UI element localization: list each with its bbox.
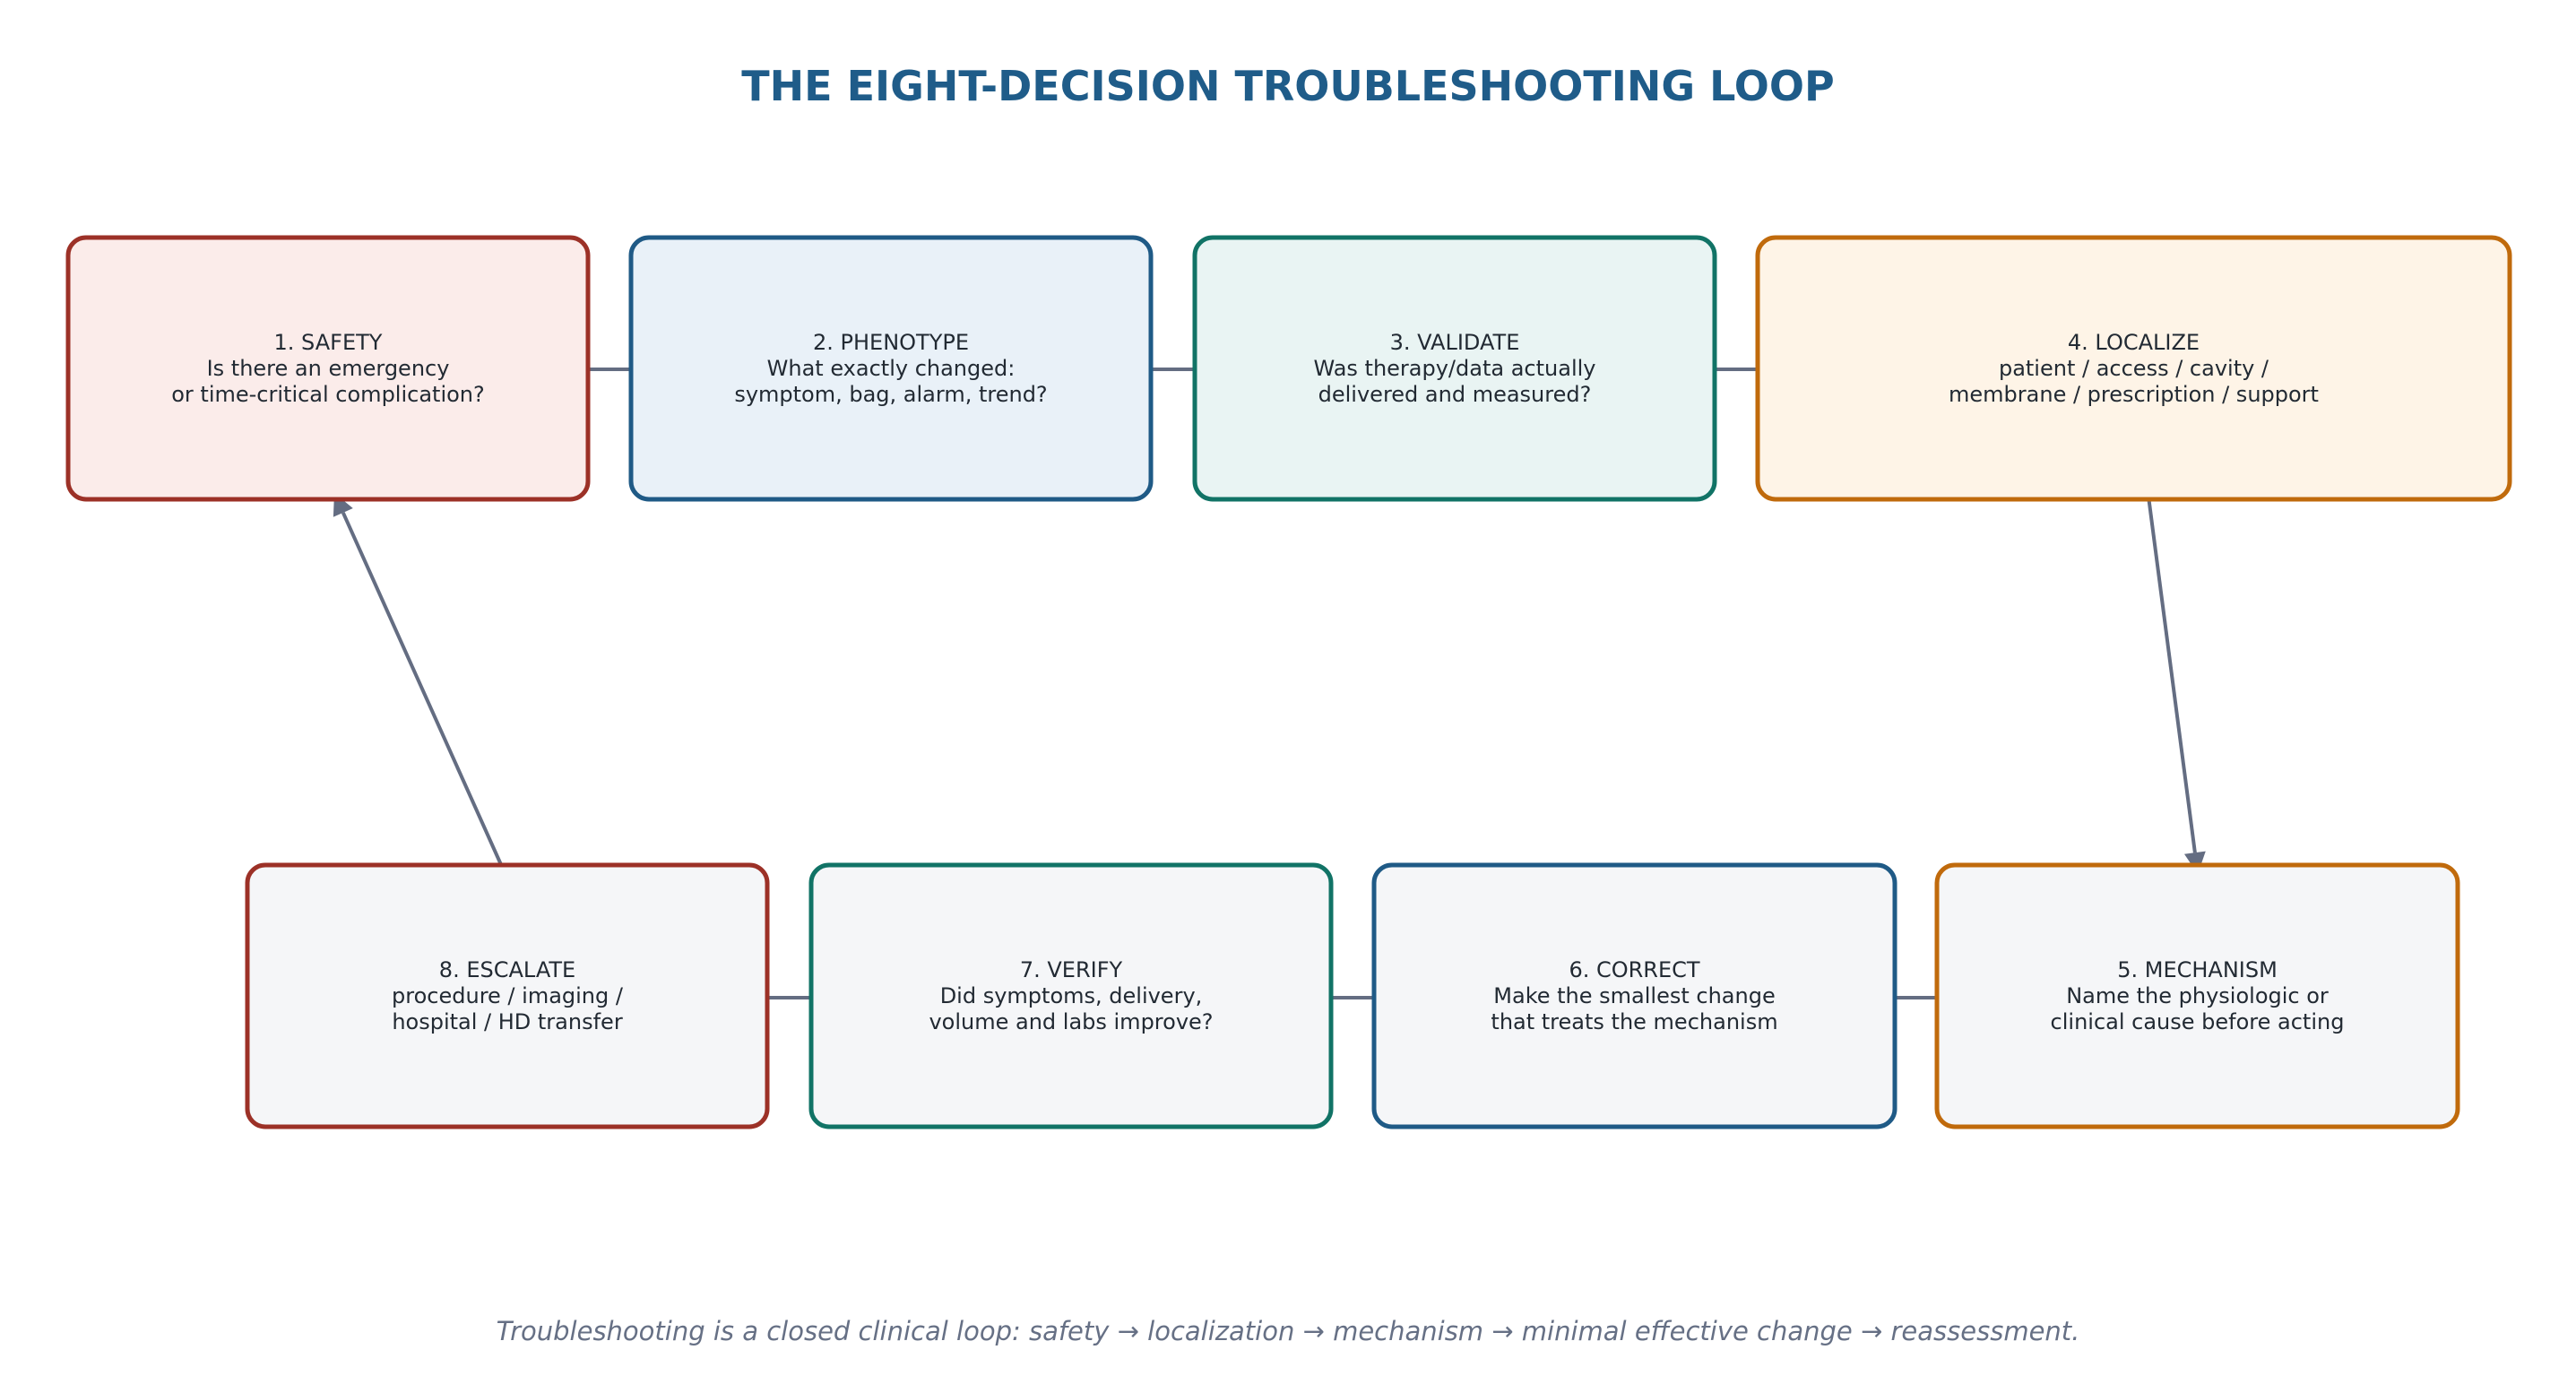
- step-box-mechanism: [1934, 862, 2460, 1129]
- step-mechanism: 5. MECHANISM Name the physiologic or clini…: [1934, 862, 2460, 1129]
- diagram-title: THE EIGHT-DECISION TROUBLESHOOTING LOOP: [741, 62, 1834, 110]
- connector-line: [2146, 489, 2197, 853]
- step-box-phenotype: [628, 235, 1154, 502]
- step-phenotype: 2. PHENOTYPE What exactly changed: symptom…: [628, 235, 1154, 502]
- step-heading: 4. LOCALIZE: [2068, 330, 2200, 355]
- step-description-line: Is there an emergency: [207, 356, 450, 381]
- step-description-line: clinical cause before acting: [2051, 1009, 2345, 1034]
- step-text-verify: 7. VERIFY Did symptoms, delivery, volume a…: [929, 957, 1213, 1034]
- connector-escalate-to-safety: [333, 493, 508, 878]
- step-heading: 7. VERIFY: [1020, 957, 1123, 982]
- step-heading: 8. ESCALATE: [439, 957, 575, 982]
- step-verify: 7. VERIFY Did symptoms, delivery, volume a…: [808, 862, 1334, 1129]
- step-escalate: 8. ESCALATE procedure / imaging / hospital…: [245, 862, 770, 1129]
- step-text-correct: 6. CORRECT Make the smallest change that t…: [1491, 957, 1777, 1034]
- step-description-line: Did symptoms, delivery,: [940, 983, 1203, 1008]
- arrowhead: [2183, 851, 2206, 874]
- step-box-escalate: [245, 862, 770, 1129]
- step-description-line: membrane / prescription / support: [1949, 382, 2319, 407]
- step-description-line: Was therapy/data actually: [1314, 356, 1596, 381]
- step-description-line: hospital / HD transfer: [392, 1009, 623, 1034]
- step-text-phenotype: 2. PHENOTYPE What exactly changed: symptom…: [734, 330, 1047, 407]
- step-description-line: procedure / imaging /: [392, 983, 624, 1008]
- step-correct: 6. CORRECT Make the smallest change that t…: [1371, 862, 1897, 1129]
- step-heading: 1. SAFETY: [274, 330, 383, 355]
- step-validate: 3. VALIDATE Was therapy/data actually deli…: [1192, 235, 1717, 502]
- step-heading: 5. MECHANISM: [2117, 957, 2278, 982]
- diagram-caption: Troubleshooting is a closed clinical loo…: [497, 1316, 2080, 1346]
- step-safety: 1. SAFETY Is there an emergency or time-cr…: [65, 235, 591, 502]
- step-description-line: that treats the mechanism: [1491, 1009, 1777, 1034]
- step-box-verify: [808, 862, 1334, 1129]
- step-description-line: symptom, bag, alarm, trend?: [734, 382, 1047, 407]
- step-description-line: patient / access / cavity /: [1999, 356, 2269, 381]
- step-box-localize: [1755, 235, 2512, 502]
- step-localize: 4. LOCALIZE patient / access / cavity / me…: [1755, 235, 2512, 502]
- decision-steps: 1. SAFETY Is there an emergency or time-cr…: [65, 235, 2512, 1129]
- step-box-safety: [65, 235, 591, 502]
- step-description-line: volume and labs improve?: [929, 1009, 1213, 1034]
- step-description-line: Name the physiologic or: [2066, 983, 2329, 1008]
- step-box-validate: [1192, 235, 1717, 502]
- step-text-validate: 3. VALIDATE Was therapy/data actually deli…: [1314, 330, 1596, 407]
- step-heading: 3. VALIDATE: [1390, 330, 1520, 355]
- step-description-line: What exactly changed:: [767, 356, 1016, 381]
- step-heading: 6. CORRECT: [1569, 957, 1699, 982]
- step-description-line: delivered and measured?: [1318, 382, 1592, 407]
- step-text-mechanism: 5. MECHANISM Name the physiologic or clini…: [2051, 957, 2345, 1034]
- step-description-line: or time-critical complication?: [171, 382, 485, 407]
- connector-line: [341, 512, 508, 878]
- connector-localize-to-mechanism: [2146, 489, 2206, 874]
- step-text-escalate: 8. ESCALATE procedure / imaging / hospital…: [392, 957, 624, 1034]
- step-text-safety: 1. SAFETY Is there an emergency or time-cr…: [171, 330, 485, 407]
- step-description-line: Make the smallest change: [1493, 983, 1775, 1008]
- step-text-localize: 4. LOCALIZE patient / access / cavity / me…: [1949, 330, 2319, 407]
- step-box-correct: [1371, 862, 1897, 1129]
- step-heading: 2. PHENOTYPE: [813, 330, 969, 355]
